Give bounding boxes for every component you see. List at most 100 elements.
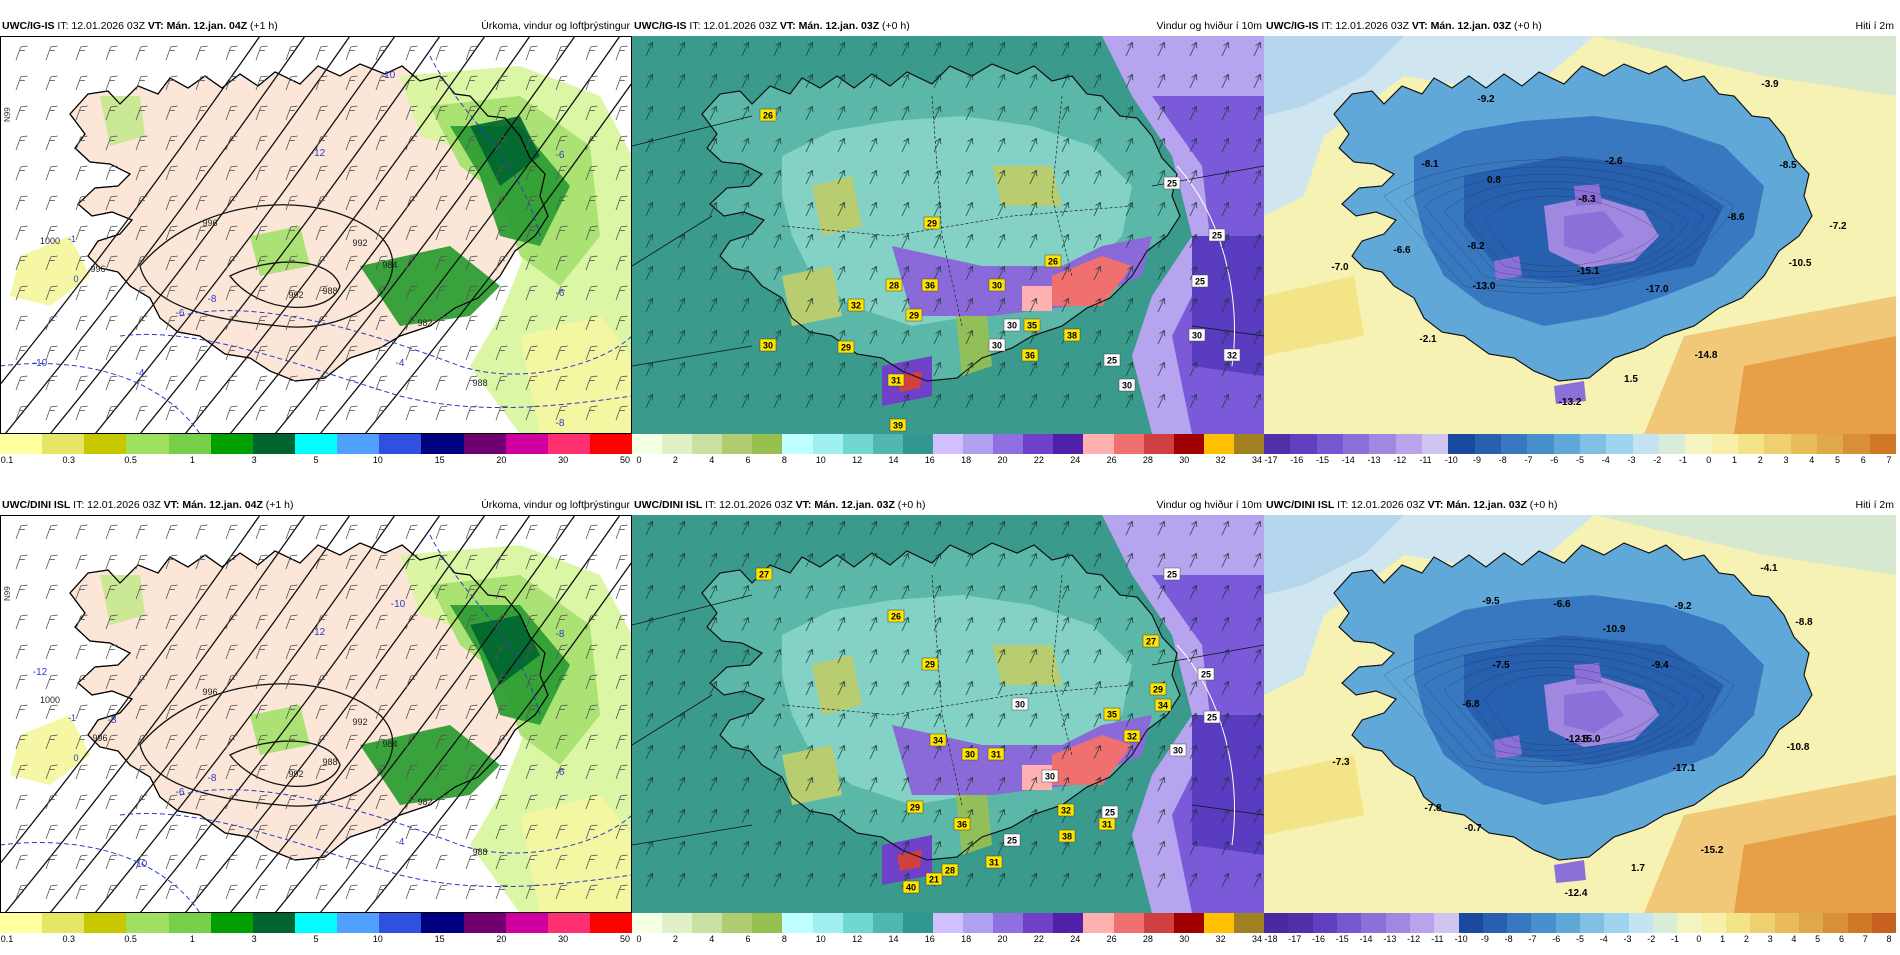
gust-label: 28 bbox=[941, 863, 959, 877]
gust-label: 25 bbox=[1197, 667, 1215, 681]
colorbar-tick-label: 6 bbox=[745, 934, 751, 944]
colorbar-swatch bbox=[1658, 434, 1686, 454]
gust-label: 32 bbox=[847, 298, 865, 312]
colorbar-tick-label: -18 bbox=[1264, 934, 1278, 944]
pressure-label: 996 bbox=[202, 218, 217, 228]
colorbar-tick-label: -11 bbox=[1419, 455, 1432, 465]
colorbar-swatch bbox=[1203, 434, 1234, 454]
svg-text:38: 38 bbox=[1062, 832, 1072, 842]
colorbar-tick-label: 32 bbox=[1215, 934, 1226, 944]
svg-text:26: 26 bbox=[1048, 257, 1058, 267]
temperature-contours bbox=[0, 534, 632, 913]
gust-label: 29 bbox=[905, 308, 923, 322]
colorbar-tick-label: -13 bbox=[1383, 934, 1397, 944]
pressure-label: 992 bbox=[352, 238, 367, 248]
svg-text:31: 31 bbox=[991, 750, 1001, 760]
colorbar-tick-label: 7 bbox=[1886, 455, 1892, 465]
svg-text:30: 30 bbox=[992, 281, 1002, 291]
colorbar-swatch bbox=[0, 913, 43, 933]
colorbar-tick-label: 30 bbox=[1179, 455, 1190, 465]
colorbar-swatch bbox=[1233, 434, 1264, 454]
colorbar-tick-label: 15 bbox=[434, 934, 445, 944]
colorbar-tick-label: -7 bbox=[1528, 934, 1537, 944]
pressure-label: 988 bbox=[322, 757, 337, 767]
colorbar-tick-label: 26 bbox=[1106, 934, 1117, 944]
svg-text:25: 25 bbox=[1201, 670, 1211, 680]
colorbar-tick-label: -5 bbox=[1575, 455, 1585, 465]
lead-time: (+1 h) bbox=[265, 499, 294, 511]
colorbar-tick-label: -6 bbox=[1552, 934, 1561, 944]
valid-time: VT: Mán. 12.jan. 03Z bbox=[1427, 499, 1527, 511]
colorbar-swatch bbox=[1203, 913, 1234, 933]
colorbar-tick-label: -7 bbox=[1524, 455, 1533, 465]
colorbar-tick-label: 26 bbox=[1106, 455, 1117, 465]
gust-label: 34 bbox=[1154, 698, 1172, 712]
colorbar-swatch bbox=[505, 434, 548, 454]
colorbar-tick-label: 0.5 bbox=[124, 455, 137, 465]
init-time: IT: 12.01.2026 03Z bbox=[689, 20, 777, 32]
colorbar-tick-label: 5 bbox=[313, 455, 319, 465]
temperature-value: -7.0 bbox=[1331, 262, 1349, 273]
gust-label: 34 bbox=[929, 733, 947, 747]
colorbar-swatch bbox=[692, 913, 723, 933]
temperature-value: -15.2 bbox=[1701, 845, 1724, 856]
temperature-label: -8 bbox=[208, 294, 217, 305]
colorbar-tick-label: 0 bbox=[1696, 934, 1702, 944]
temperature-value: -9.4 bbox=[1651, 660, 1669, 671]
pressure-label: 988 bbox=[472, 378, 487, 388]
temperature-label: -6 bbox=[556, 767, 565, 778]
colorbar-tick-label: -15 bbox=[1315, 455, 1330, 465]
pressure-label: 984 bbox=[382, 260, 397, 270]
temperature-value: -8.5 bbox=[1779, 160, 1797, 171]
colorbar bbox=[0, 913, 633, 933]
colorbar-swatch bbox=[252, 434, 295, 454]
svg-text:38: 38 bbox=[1067, 331, 1077, 341]
colorbar-swatch bbox=[589, 434, 633, 454]
colorbar-tick-label: 0.5 bbox=[124, 934, 137, 944]
svg-text:27: 27 bbox=[759, 570, 769, 580]
svg-text:30: 30 bbox=[763, 341, 773, 351]
temperature-value: -8.1 bbox=[1421, 159, 1439, 170]
svg-text:34: 34 bbox=[933, 736, 943, 746]
colorbar-swatch bbox=[294, 434, 338, 454]
colorbar-swatch bbox=[932, 434, 964, 454]
panel-header: UWC/DINI ISL IT: 12.01.2026 03Z VT: Mán.… bbox=[634, 495, 1262, 515]
temperature-value: -6.6 bbox=[1393, 245, 1411, 256]
colorbar-tick-label: 2 bbox=[672, 455, 678, 465]
coastline bbox=[701, 63, 1181, 382]
colorbar-swatch bbox=[1843, 434, 1870, 454]
lead-time: (+1 h) bbox=[250, 20, 278, 32]
colorbar-swatch bbox=[1774, 913, 1799, 933]
svg-text:25: 25 bbox=[1167, 179, 1177, 189]
colorbar-swatch bbox=[993, 434, 1024, 454]
valid-time: VT: Mán. 12.jan. 03Z bbox=[779, 20, 880, 32]
colorbar-swatch bbox=[379, 434, 422, 454]
colorbar-swatch bbox=[1653, 913, 1678, 933]
forecast-map: 27 26 29 34 30 31 29 36 38 27 29 34 31 28 40 32 32 31 21 35… bbox=[632, 515, 1264, 913]
colorbar-swatch bbox=[1336, 913, 1362, 933]
colorbar-swatch bbox=[1553, 434, 1580, 454]
colorbar-tick-label: 0 bbox=[636, 934, 642, 944]
colorbar-swatch bbox=[1342, 434, 1370, 454]
model-name: UWC/IG-IS bbox=[2, 20, 55, 32]
wind-arrows bbox=[645, 520, 1262, 888]
colorbar-swatch bbox=[1531, 913, 1556, 933]
temperature-label: -8 bbox=[556, 629, 565, 640]
svg-text:39: 39 bbox=[893, 421, 903, 431]
svg-text:36: 36 bbox=[957, 820, 967, 830]
gust-label: 30 bbox=[759, 338, 777, 352]
gust-label: 25 bbox=[1103, 353, 1121, 367]
colorbar-swatch bbox=[0, 434, 43, 454]
svg-text:31: 31 bbox=[1102, 820, 1112, 830]
colorbar-swatch bbox=[1606, 434, 1633, 454]
svg-text:29: 29 bbox=[909, 311, 919, 321]
temperature-label: -10 bbox=[381, 70, 396, 81]
region-boundaries bbox=[781, 574, 1133, 806]
colorbar-tick-label: 16 bbox=[924, 455, 935, 465]
gust-label: 25 bbox=[1203, 710, 1221, 724]
colorbar-swatch bbox=[126, 913, 169, 933]
contour-label: 0 bbox=[73, 274, 78, 284]
colorbar-tick-label: -3 bbox=[1627, 455, 1636, 465]
colorbar-tick-label: 8 bbox=[781, 934, 787, 944]
temperature-value: -8.6 bbox=[1727, 212, 1745, 223]
